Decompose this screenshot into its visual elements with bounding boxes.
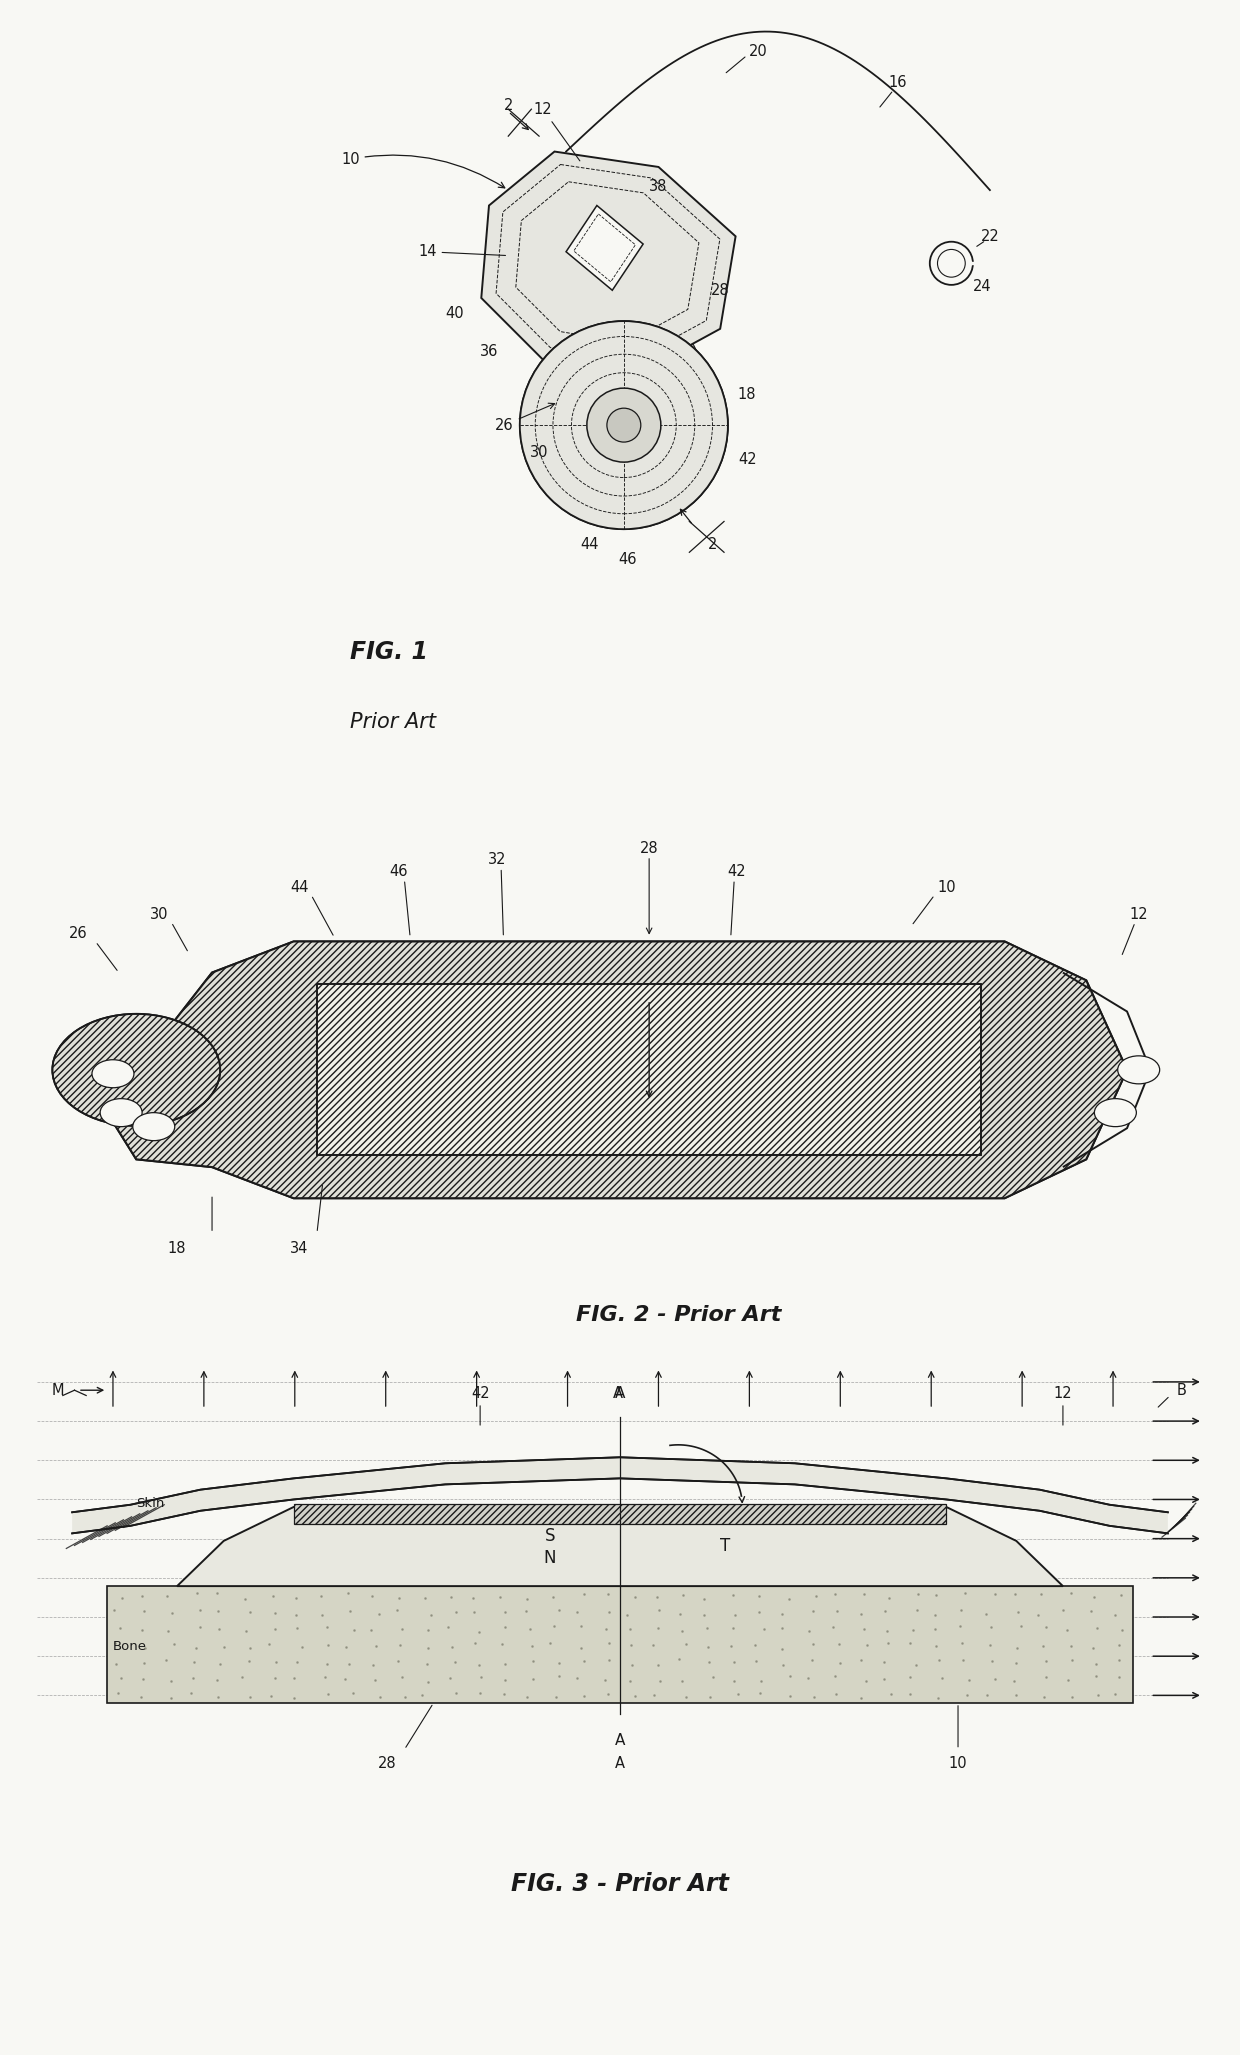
Text: 42: 42 <box>471 1387 490 1402</box>
Text: Prior Art: Prior Art <box>350 711 436 732</box>
Polygon shape <box>72 1457 1168 1533</box>
Text: FIG. 1: FIG. 1 <box>350 641 428 664</box>
Circle shape <box>52 1013 221 1126</box>
Text: 22: 22 <box>981 228 999 245</box>
Text: T: T <box>719 1537 730 1556</box>
Text: 28: 28 <box>640 840 658 855</box>
Text: 40: 40 <box>445 306 464 321</box>
Text: 12: 12 <box>1130 906 1148 923</box>
Text: 2: 2 <box>503 99 513 113</box>
Text: 12: 12 <box>533 101 580 160</box>
Text: 16: 16 <box>888 74 906 90</box>
Text: FIG. 3 - Prior Art: FIG. 3 - Prior Art <box>511 1872 729 1897</box>
Text: 10: 10 <box>949 1755 967 1771</box>
Polygon shape <box>107 941 1127 1198</box>
Polygon shape <box>177 1506 1063 1586</box>
Text: 2: 2 <box>708 536 717 553</box>
Text: 18: 18 <box>738 386 756 403</box>
Text: 42: 42 <box>727 863 746 880</box>
Text: 32: 32 <box>489 853 507 867</box>
Text: 36: 36 <box>480 345 498 360</box>
Text: 30: 30 <box>150 906 169 923</box>
Bar <box>294 1504 946 1523</box>
Text: 24: 24 <box>973 279 992 294</box>
Polygon shape <box>481 152 735 374</box>
Text: 18: 18 <box>167 1241 186 1256</box>
Polygon shape <box>565 206 644 290</box>
Text: A: A <box>615 1387 625 1402</box>
Text: 46: 46 <box>619 553 637 567</box>
Text: 12: 12 <box>1054 1387 1073 1402</box>
Text: 28: 28 <box>711 284 729 298</box>
Text: A: A <box>613 1387 622 1402</box>
Circle shape <box>520 321 728 528</box>
Text: Bone: Bone <box>113 1640 148 1652</box>
Text: 44: 44 <box>290 880 309 894</box>
Circle shape <box>92 1060 134 1087</box>
Circle shape <box>587 388 661 462</box>
Text: 44: 44 <box>580 536 599 553</box>
Text: N: N <box>544 1549 557 1568</box>
Text: 46: 46 <box>389 863 408 880</box>
Text: 26: 26 <box>495 403 554 434</box>
Circle shape <box>1117 1056 1159 1083</box>
Text: 26: 26 <box>68 927 87 941</box>
Text: 14: 14 <box>418 245 506 259</box>
Text: 42: 42 <box>738 452 756 466</box>
Text: A: A <box>615 1755 625 1771</box>
Text: FIG. 2 - Prior Art: FIG. 2 - Prior Art <box>575 1305 781 1325</box>
Text: 30: 30 <box>529 444 548 460</box>
Circle shape <box>1095 1099 1136 1126</box>
Text: S: S <box>544 1527 556 1545</box>
Text: 10: 10 <box>341 152 505 187</box>
Text: 38: 38 <box>650 179 667 193</box>
Text: M: M <box>52 1383 64 1397</box>
Text: B: B <box>1177 1383 1187 1397</box>
Text: A: A <box>615 1732 625 1749</box>
Circle shape <box>606 409 641 442</box>
Text: Skin: Skin <box>136 1496 165 1510</box>
Polygon shape <box>317 984 981 1155</box>
Polygon shape <box>107 941 1127 1198</box>
Text: 28: 28 <box>377 1755 397 1771</box>
Polygon shape <box>551 321 697 390</box>
Text: 34: 34 <box>290 1241 309 1256</box>
Circle shape <box>133 1112 175 1141</box>
Text: 20: 20 <box>749 43 768 60</box>
Text: 10: 10 <box>937 880 956 894</box>
Circle shape <box>100 1099 143 1126</box>
Bar <box>107 1586 1133 1704</box>
